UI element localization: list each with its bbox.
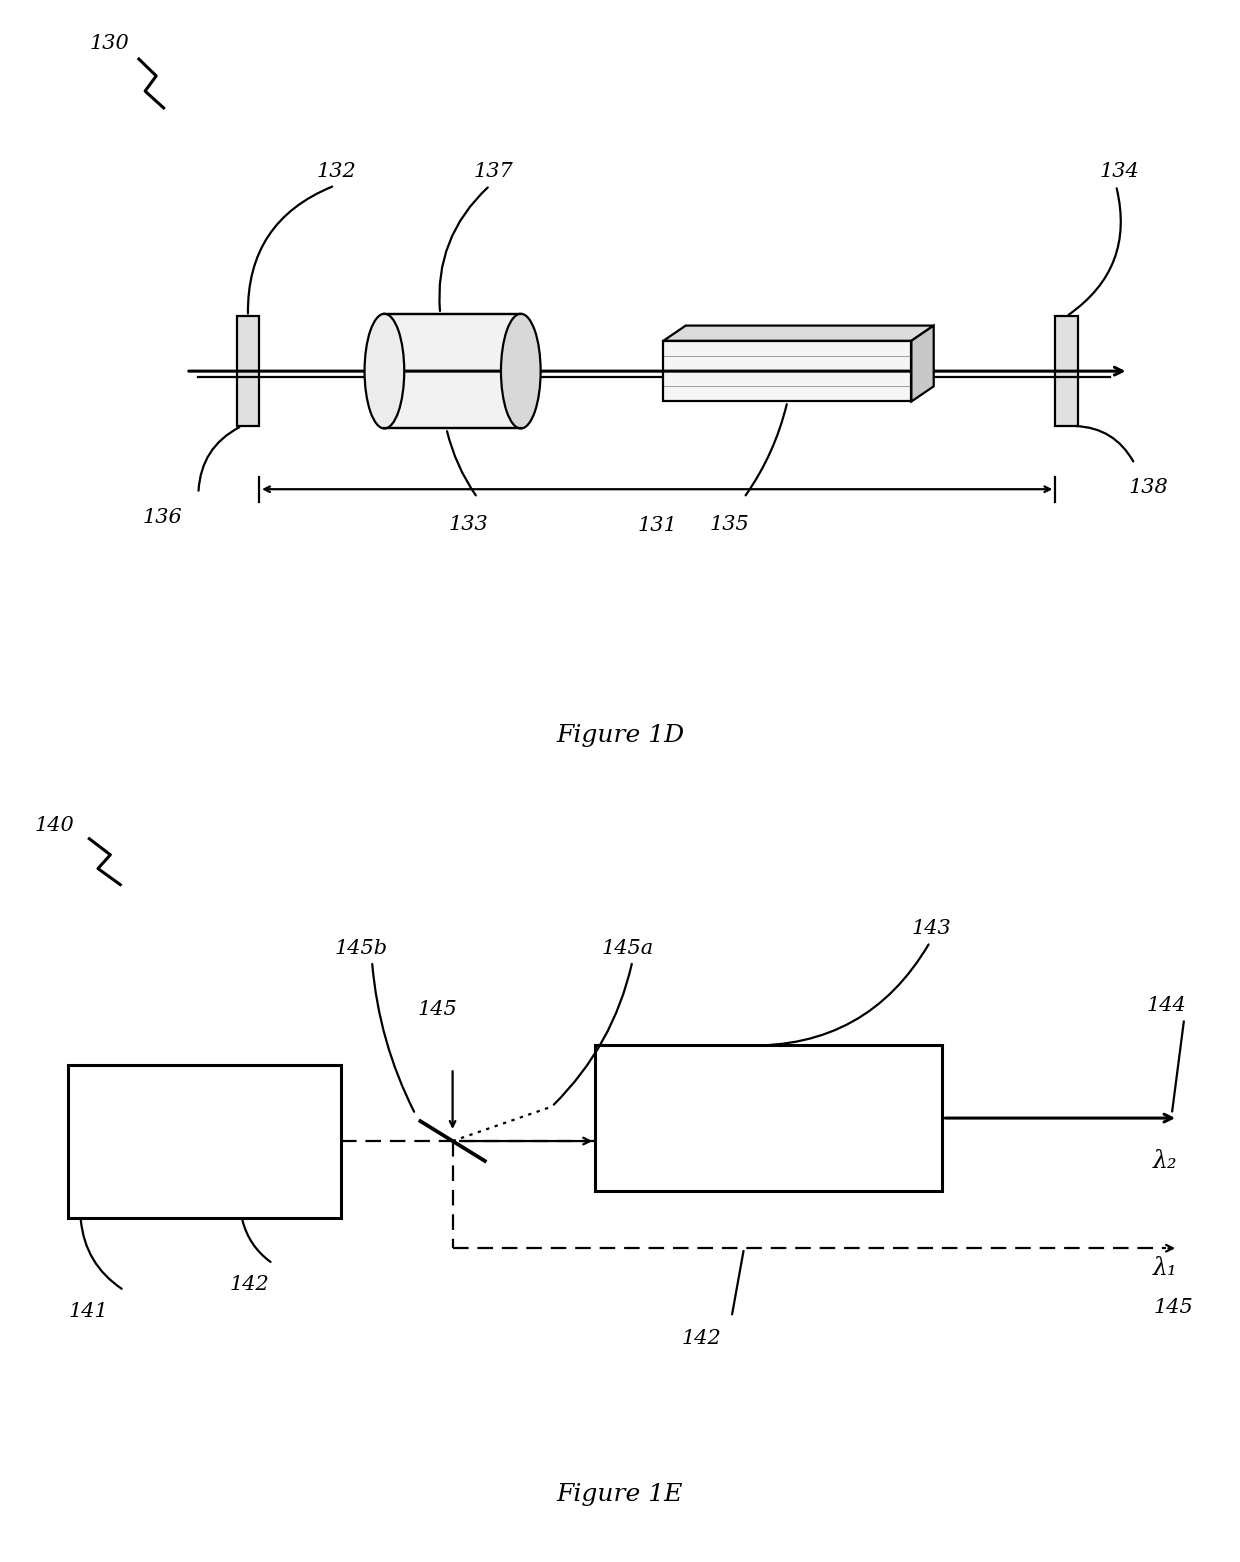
Text: 142: 142 [229,1275,269,1295]
Text: 141: 141 [68,1303,108,1321]
Bar [595,1045,942,1190]
Bar [68,1065,341,1218]
Text: 133: 133 [449,515,489,534]
Ellipse shape [501,314,541,428]
Bar [237,317,259,426]
Text: Figure 1E: Figure 1E [557,1482,683,1506]
Text: 145b: 145b [335,939,388,958]
Text: 145: 145 [1153,1298,1193,1317]
Text: 145a: 145a [601,939,653,958]
Text: λ₂: λ₂ [1153,1150,1178,1173]
Text: 136: 136 [143,508,182,526]
Text: 142: 142 [682,1329,722,1348]
Text: 134: 134 [1100,162,1140,181]
Text: λ₁: λ₁ [1153,1257,1178,1279]
Text: 144: 144 [1147,997,1187,1015]
Text: Figure 1D: Figure 1D [556,725,684,747]
Text: 130: 130 [89,34,129,53]
Text: 137: 137 [474,162,513,181]
Text: 135: 135 [709,515,749,534]
Text: 145: 145 [418,1000,458,1018]
Bar [1055,317,1078,426]
Polygon shape [911,325,934,401]
Bar [384,314,521,428]
Ellipse shape [365,314,404,428]
Text: 143: 143 [911,920,951,939]
Text: 132: 132 [316,162,356,181]
Text: 138: 138 [1128,478,1168,497]
Polygon shape [663,325,934,341]
Text: 140: 140 [35,815,74,836]
Text: 131: 131 [637,517,677,536]
Bar [663,341,911,401]
